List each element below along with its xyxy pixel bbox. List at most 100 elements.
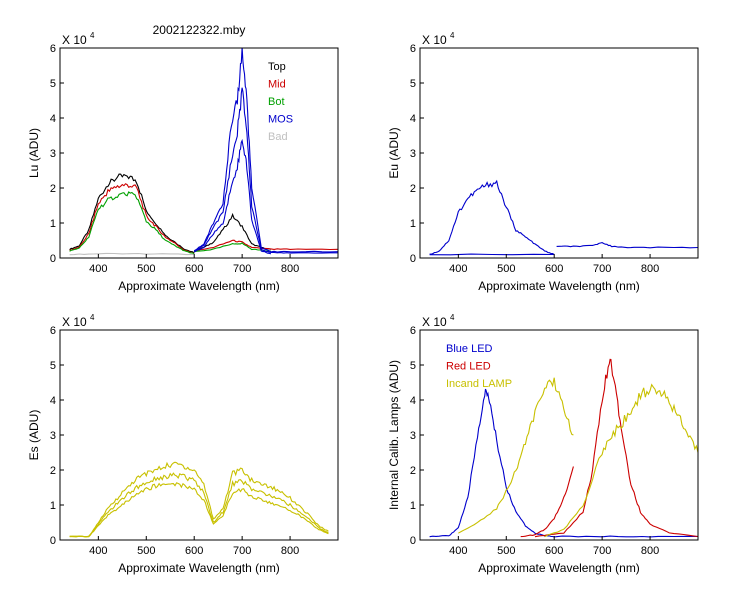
legend-entry: Incand LAMP: [446, 378, 512, 390]
y-tick-label: 1: [50, 218, 56, 230]
series-group: [69, 461, 329, 538]
exponent-power: 4: [90, 31, 95, 40]
series-line-mos: [193, 138, 272, 255]
series-line-top: [193, 212, 272, 252]
series-line-mid: [69, 183, 195, 254]
x-tick-label: 600: [545, 263, 563, 275]
y-axis-label: Internal Calib. Lamps (ADU): [387, 360, 401, 510]
y-tick-label: 5: [50, 360, 56, 372]
x-axis-label: Approximate Wavelength (nm): [478, 279, 640, 293]
legend-entry: Blue LED: [446, 343, 493, 355]
exponent-label: X 10: [422, 315, 447, 329]
x-tick-label: 400: [89, 545, 107, 557]
legend-entry: MOS: [268, 114, 293, 126]
y-tick-label: 2: [410, 465, 416, 477]
y-tick-label: 0: [410, 253, 416, 265]
y-tick-label: 4: [410, 395, 416, 407]
y-tick-label: 6: [50, 43, 56, 55]
series-line-eu: [556, 242, 698, 249]
y-tick-label: 6: [410, 325, 416, 337]
legend-entry: Mid: [268, 79, 286, 91]
series-line-bot: [69, 191, 195, 255]
y-tick-label: 1: [50, 500, 56, 512]
y-tick-label: 4: [50, 113, 56, 125]
x-tick-label: 500: [137, 545, 155, 557]
series-line-eu: [429, 179, 555, 255]
x-tick-label: 600: [545, 545, 563, 557]
x-tick-label: 800: [641, 545, 659, 557]
series-line-mid: [194, 239, 338, 252]
chart-title: 2002122322.mby: [153, 23, 246, 37]
x-tick-label: 700: [593, 545, 611, 557]
x-tick-label: 700: [593, 263, 611, 275]
y-tick-label: 3: [50, 148, 56, 160]
y-tick-label: 1: [410, 218, 416, 230]
series-line-es: [69, 461, 329, 538]
series-group: [69, 48, 338, 256]
series-line-eu: [429, 253, 555, 256]
x-tick-label: 800: [641, 263, 659, 275]
exponent-power: 4: [90, 313, 95, 322]
y-tick-label: 4: [50, 395, 56, 407]
x-axis-label: Approximate Wavelength (nm): [118, 279, 280, 293]
y-tick-label: 6: [50, 325, 56, 337]
x-tick-label: 700: [233, 263, 251, 275]
exponent-label: X 10: [422, 33, 447, 47]
y-tick-label: 0: [410, 535, 416, 547]
series-line-blue-led: [429, 388, 698, 538]
y-tick-label: 3: [410, 148, 416, 160]
series-line-bot: [194, 242, 271, 253]
y-tick-label: 1: [410, 500, 416, 512]
x-axis-label: Approximate Wavelength (nm): [118, 561, 280, 575]
x-tick-label: 400: [89, 263, 107, 275]
y-axis-label: Eu (ADU): [387, 127, 401, 178]
y-tick-label: 5: [50, 78, 56, 90]
plot-frame: [419, 47, 699, 259]
series-line-red-led: [520, 466, 574, 538]
x-tick-label: 800: [281, 263, 299, 275]
y-tick-label: 2: [50, 183, 56, 195]
series-line-incand-lamp: [544, 383, 698, 538]
plot-frame: [59, 47, 339, 259]
series-line-top: [69, 173, 195, 254]
y-axis-label: Lu (ADU): [27, 128, 41, 178]
series-line-bad: [69, 252, 195, 256]
x-tick-label: 500: [497, 545, 515, 557]
series-line-red-led: [534, 358, 698, 538]
y-axis-label: Es (ADU): [27, 410, 41, 461]
series-line-incand-lamp: [458, 377, 574, 534]
series-group: [429, 179, 698, 256]
series-line-es: [69, 472, 329, 538]
series-line-mos: [193, 87, 338, 254]
y-tick-label: 0: [50, 535, 56, 547]
y-tick-label: 5: [410, 78, 416, 90]
legend-entry: Bad: [268, 131, 288, 143]
x-tick-label: 600: [185, 263, 203, 275]
y-tick-label: 2: [410, 183, 416, 195]
x-axis-label: Approximate Wavelength (nm): [478, 561, 640, 575]
x-tick-label: 500: [497, 263, 515, 275]
x-tick-label: 800: [281, 545, 299, 557]
exponent-power: 4: [450, 31, 455, 40]
legend-entry: Red LED: [446, 361, 491, 373]
x-tick-label: 400: [449, 545, 467, 557]
y-tick-label: 3: [50, 430, 56, 442]
y-tick-label: 5: [410, 360, 416, 372]
exponent-power: 4: [450, 313, 455, 322]
y-tick-label: 6: [410, 43, 416, 55]
exponent-label: X 10: [62, 315, 87, 329]
x-tick-label: 700: [233, 545, 251, 557]
exponent-label: X 10: [62, 33, 87, 47]
y-tick-label: 2: [50, 465, 56, 477]
y-tick-label: 3: [410, 430, 416, 442]
legend-entry: Top: [268, 61, 286, 73]
series-line-es: [69, 482, 329, 538]
series-line-mos: [193, 48, 338, 253]
series-group: [429, 358, 698, 538]
